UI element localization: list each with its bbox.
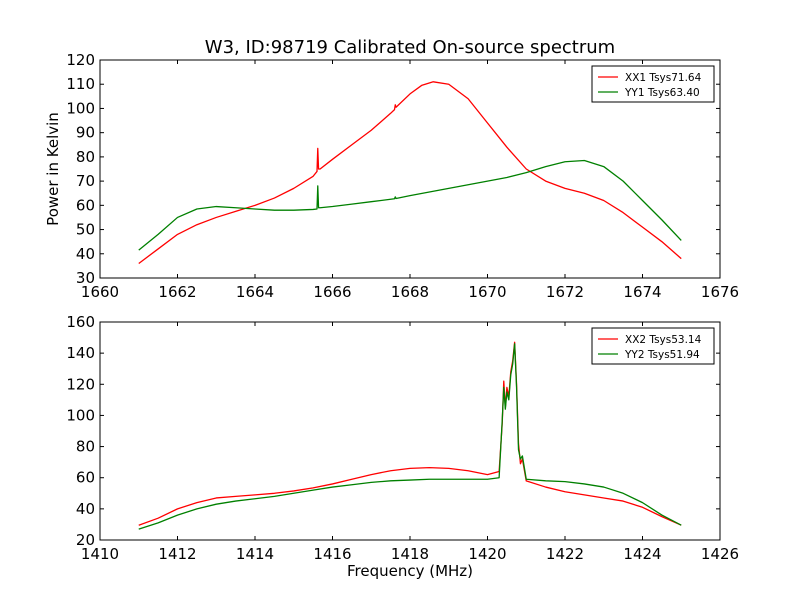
plot2-legend-box <box>591 327 715 365</box>
plot2-x-tick-label: 1420 <box>468 545 506 563</box>
plot2-x-axis-label: Frequency (MHz) <box>347 562 473 580</box>
plot1-y-tick-label: 60 <box>76 196 95 214</box>
plot1-y-tick-label: 40 <box>76 245 95 263</box>
plot1-legend-label-2: YY1 Tsys63.40 <box>624 87 700 99</box>
plot2-y-tick-label: 40 <box>76 500 95 518</box>
plot2-x-tick-label: 1418 <box>391 545 429 563</box>
plot2-y-tick-label: 80 <box>76 438 95 456</box>
plot1-legend-label-1: XX1 Tsys71.64 <box>625 72 702 84</box>
plot1-x-tick-label: 1662 <box>158 283 196 301</box>
plot2-x-tick-label: 1414 <box>236 545 274 563</box>
plot1-x-tick-label: 1660 <box>81 283 119 301</box>
plot1-x-tick-label: 1668 <box>391 283 429 301</box>
plot1-legend: XX1 Tsys71.64 YY1 Tsys63.40 <box>591 65 715 103</box>
figure-title: W3, ID:98719 Calibrated On-source spectr… <box>205 37 615 58</box>
plot2-y-tick-label: 160 <box>66 313 95 331</box>
plot1-y-tick-label: 70 <box>76 172 95 190</box>
plot2-series-line-2 <box>138 343 682 530</box>
plot1-y-tick-label: 90 <box>76 124 95 142</box>
plot1-y-tick-label: 30 <box>76 269 95 287</box>
top-plot: 1660 1662 1664 1666 1668 1670 1672 1674 1676 30 40… <box>44 51 739 301</box>
plot1-y-tick-label: 120 <box>66 51 95 69</box>
plot1-x-tick-label: 1664 <box>236 283 274 301</box>
plot2-legend: XX2 Tsys53.14 YY2 Tsys51.94 <box>591 327 715 365</box>
plot1-y-tick-label: 100 <box>66 99 95 117</box>
plot2-x-tick-label: 1416 <box>313 545 351 563</box>
plot2-y-tick-label: 20 <box>76 531 95 549</box>
plot1-x-tick-label: 1670 <box>468 283 506 301</box>
plot1-y-tick-label: 50 <box>76 221 95 239</box>
plot2-y-tick-label: 60 <box>76 469 95 487</box>
plot1-x-tick-label: 1674 <box>623 283 661 301</box>
plot2-x-tick-label: 1422 <box>546 545 584 563</box>
plot1-y-tick-label: 80 <box>76 148 95 166</box>
plot2-legend-label-1: XX2 Tsys53.14 <box>625 334 702 346</box>
plot2-x-tick-label: 1410 <box>81 545 119 563</box>
plot2-y-tick-label: 140 <box>66 344 95 362</box>
plot1-x-tick-label: 1672 <box>546 283 584 301</box>
plot2-legend-label-2: YY2 Tsys51.94 <box>624 349 700 361</box>
plot1-series-line-2 <box>138 159 682 251</box>
bottom-plot: 1410 1412 1414 1416 1418 1420 1422 1424 1426 20 40… <box>66 313 739 580</box>
plot1-x-tick-label: 1676 <box>701 283 739 301</box>
plot1-y-axis-label: Power in Kelvin <box>44 112 62 226</box>
plot2-y-tick-label: 120 <box>66 375 95 393</box>
plot2-x-tick-label: 1412 <box>158 545 196 563</box>
plot2-x-tick-label: 1426 <box>701 545 739 563</box>
plot1-legend-box <box>591 65 715 103</box>
plot1-series-line-1 <box>138 81 682 264</box>
plot1-y-tick-label: 110 <box>66 75 95 93</box>
plot1-x-tick-label: 1666 <box>313 283 351 301</box>
plot2-y-tick-label: 100 <box>66 406 95 424</box>
plot2-x-tick-label: 1424 <box>623 545 661 563</box>
